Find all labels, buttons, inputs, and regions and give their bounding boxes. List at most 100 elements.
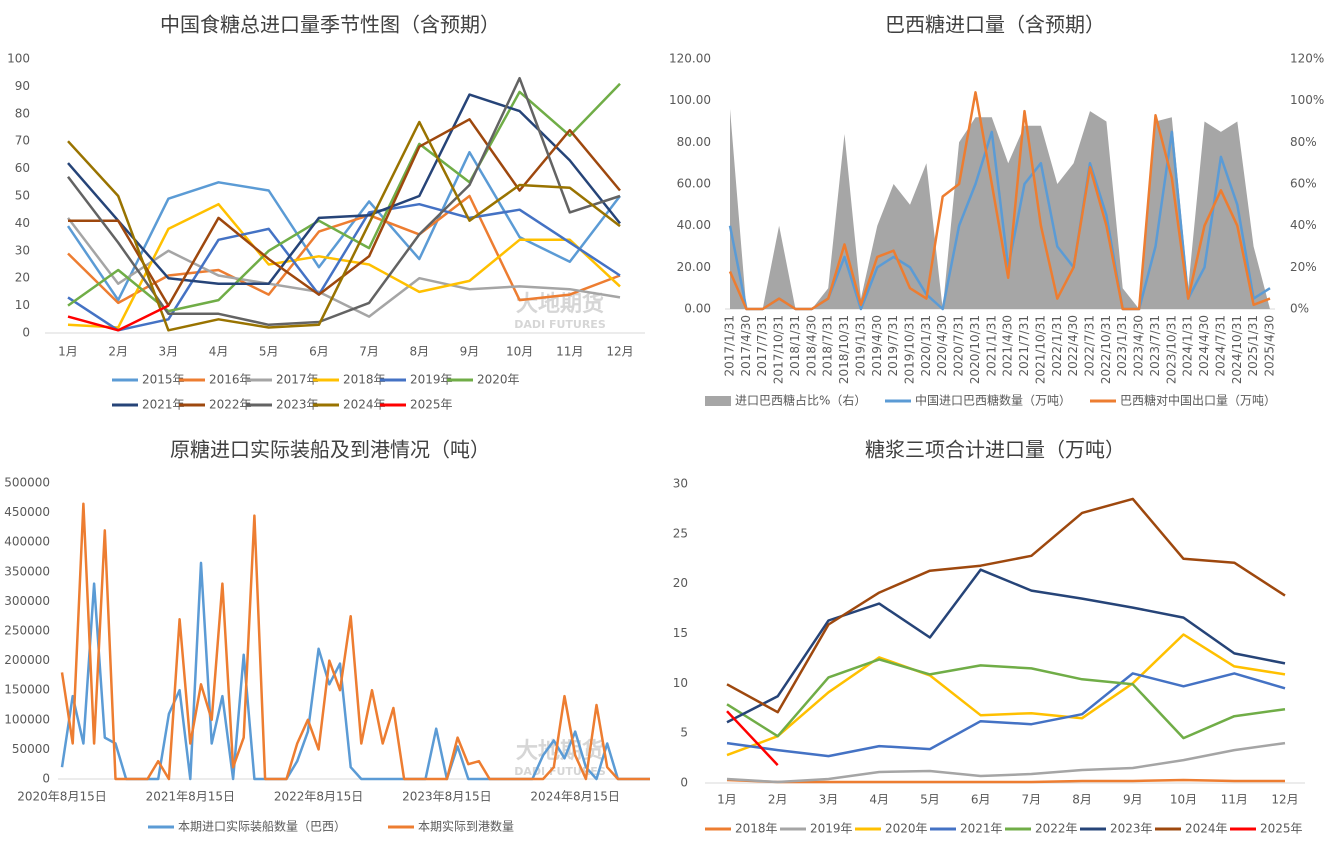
x-tick-label: 2017/10/31 bbox=[772, 315, 786, 384]
line bbox=[67, 120, 621, 332]
line bbox=[67, 202, 621, 329]
chart-title: 原糖进口实际装船及到港情况（吨） bbox=[170, 438, 490, 462]
x-tick-label: 2021/7/31 bbox=[1017, 315, 1031, 377]
line bbox=[60, 561, 650, 781]
line bbox=[726, 633, 1286, 757]
line bbox=[726, 497, 1286, 714]
x-tick-label: 2024/10/31 bbox=[1230, 315, 1244, 384]
x-tick-label: 7月 bbox=[1022, 793, 1042, 807]
y-tick-label: 0 bbox=[22, 326, 30, 340]
y-tick-label: 0.00 bbox=[684, 302, 711, 316]
legend-label: 2023年 bbox=[1110, 822, 1153, 836]
legend-swatch bbox=[705, 396, 731, 406]
y-tick-label: 120.00 bbox=[669, 52, 711, 66]
legend-label: 2018年 bbox=[735, 822, 778, 836]
y-tick-label: 15 bbox=[673, 626, 688, 640]
y2-tick-label: 20% bbox=[1290, 260, 1317, 274]
y2-tick-label: 0% bbox=[1290, 302, 1309, 316]
x-tick-label: 2022/4/30 bbox=[1066, 315, 1080, 377]
x-tick-label: 2017/1/31 bbox=[723, 315, 737, 377]
line bbox=[68, 118, 621, 307]
chart-title: 糖浆三项合计进口量（万吨） bbox=[865, 438, 1125, 462]
y-tick-label: 60.00 bbox=[677, 177, 711, 191]
x-tick-label: 2020年8月15日 bbox=[17, 790, 106, 804]
x-tick-label: 5月 bbox=[920, 793, 940, 807]
y-tick-label: 60 bbox=[15, 161, 30, 175]
legend-label: 2019年 bbox=[410, 373, 453, 387]
line bbox=[67, 202, 621, 332]
x-tick-label: 2024年8月15日 bbox=[530, 790, 619, 804]
y-tick-label: 20 bbox=[15, 271, 30, 285]
legend-label: 2019年 bbox=[810, 822, 853, 836]
y-tick-label: 350000 bbox=[4, 564, 50, 578]
x-tick-label: 2019/7/31 bbox=[886, 315, 900, 377]
y2-tick-label: 120% bbox=[1290, 52, 1324, 66]
x-tick-label: 2020/7/31 bbox=[952, 315, 966, 377]
y-tick-label: 20 bbox=[673, 576, 688, 590]
y-tick-label: 40.00 bbox=[677, 218, 711, 232]
legend-label: 中国进口巴西糖数量（万吨） bbox=[915, 393, 1071, 408]
line bbox=[67, 93, 621, 285]
y-tick-label: 0 bbox=[680, 776, 688, 790]
y-tick-label: 70 bbox=[15, 134, 30, 148]
line bbox=[67, 217, 621, 318]
x-tick-label: 11月 bbox=[556, 345, 583, 359]
legend-label: 2024年 bbox=[1185, 822, 1228, 836]
y-tick-label: 200000 bbox=[4, 653, 50, 667]
watermark: DADI FUTURES bbox=[514, 318, 606, 331]
x-tick-label: 2023/1/31 bbox=[1115, 315, 1129, 377]
x-tick-label: 6月 bbox=[971, 793, 991, 807]
x-tick-label: 9月 bbox=[1123, 793, 1143, 807]
x-tick-label: 2024/4/30 bbox=[1197, 315, 1211, 377]
x-tick-label: 2024/7/31 bbox=[1213, 315, 1227, 377]
x-tick-label: 2022/1/31 bbox=[1050, 315, 1064, 377]
legend-label: 2025年 bbox=[410, 398, 453, 412]
x-tick-label: 2023年8月15日 bbox=[402, 790, 491, 804]
y-tick-label: 50 bbox=[15, 189, 30, 203]
legend-label: 进口巴西糖占比%（右） bbox=[735, 393, 866, 408]
x-tick-label: 11月 bbox=[1221, 793, 1248, 807]
x-tick-label: 2024/1/31 bbox=[1181, 315, 1195, 377]
legend-label: 2022年 bbox=[209, 398, 252, 412]
x-tick-label: 9月 bbox=[460, 345, 480, 359]
x-tick-label: 2018/4/30 bbox=[804, 315, 818, 377]
x-tick-label: 4月 bbox=[869, 793, 889, 807]
legend-label: 2023年 bbox=[276, 398, 319, 412]
x-tick-label: 5月 bbox=[259, 345, 279, 359]
legend-label: 2020年 bbox=[885, 822, 928, 836]
x-tick-label: 2019/4/30 bbox=[870, 315, 884, 377]
y-tick-label: 450000 bbox=[4, 505, 50, 519]
x-tick-label: 2023/4/30 bbox=[1132, 315, 1146, 377]
y-tick-label: 40 bbox=[15, 216, 30, 230]
y2-tick-label: 60% bbox=[1290, 177, 1317, 191]
legend-label: 2021年 bbox=[960, 822, 1003, 836]
legend-label: 巴西糖对中国出口量（万吨） bbox=[1120, 393, 1276, 408]
legend-label: 2015年 bbox=[142, 373, 185, 387]
x-tick-label: 1月 bbox=[717, 793, 737, 807]
x-tick-label: 2020/10/31 bbox=[968, 315, 982, 384]
y-tick-label: 150000 bbox=[4, 683, 50, 697]
chart-title: 巴西糖进口量（含预期） bbox=[885, 13, 1105, 37]
x-tick-label: 10月 bbox=[1170, 793, 1197, 807]
legend-label: 2021年 bbox=[142, 398, 185, 412]
y-tick-label: 100000 bbox=[4, 712, 50, 726]
x-tick-label: 2019/10/31 bbox=[903, 315, 917, 384]
x-tick-label: 6月 bbox=[309, 345, 329, 359]
y-tick-label: 10 bbox=[15, 298, 30, 312]
x-tick-label: 3月 bbox=[159, 345, 179, 359]
y2-tick-label: 80% bbox=[1290, 135, 1317, 149]
line bbox=[726, 741, 1286, 784]
chart-title: 中国食糖总进口量季节性图（含预期） bbox=[160, 13, 500, 37]
x-tick-label: 2021/4/30 bbox=[1001, 315, 1015, 377]
line bbox=[726, 672, 1286, 758]
line bbox=[728, 91, 1271, 311]
y-tick-label: 300000 bbox=[4, 594, 50, 608]
x-tick-label: 2023/7/31 bbox=[1148, 315, 1162, 377]
x-tick-label: 2023/10/31 bbox=[1164, 315, 1178, 384]
x-tick-label: 8月 bbox=[409, 345, 429, 359]
x-tick-label: 2017/4/30 bbox=[739, 315, 753, 377]
x-tick-label: 2019/1/31 bbox=[853, 315, 867, 377]
y-tick-label: 30 bbox=[15, 243, 30, 257]
x-tick-label: 10月 bbox=[506, 345, 533, 359]
x-tick-label: 3月 bbox=[819, 793, 839, 807]
